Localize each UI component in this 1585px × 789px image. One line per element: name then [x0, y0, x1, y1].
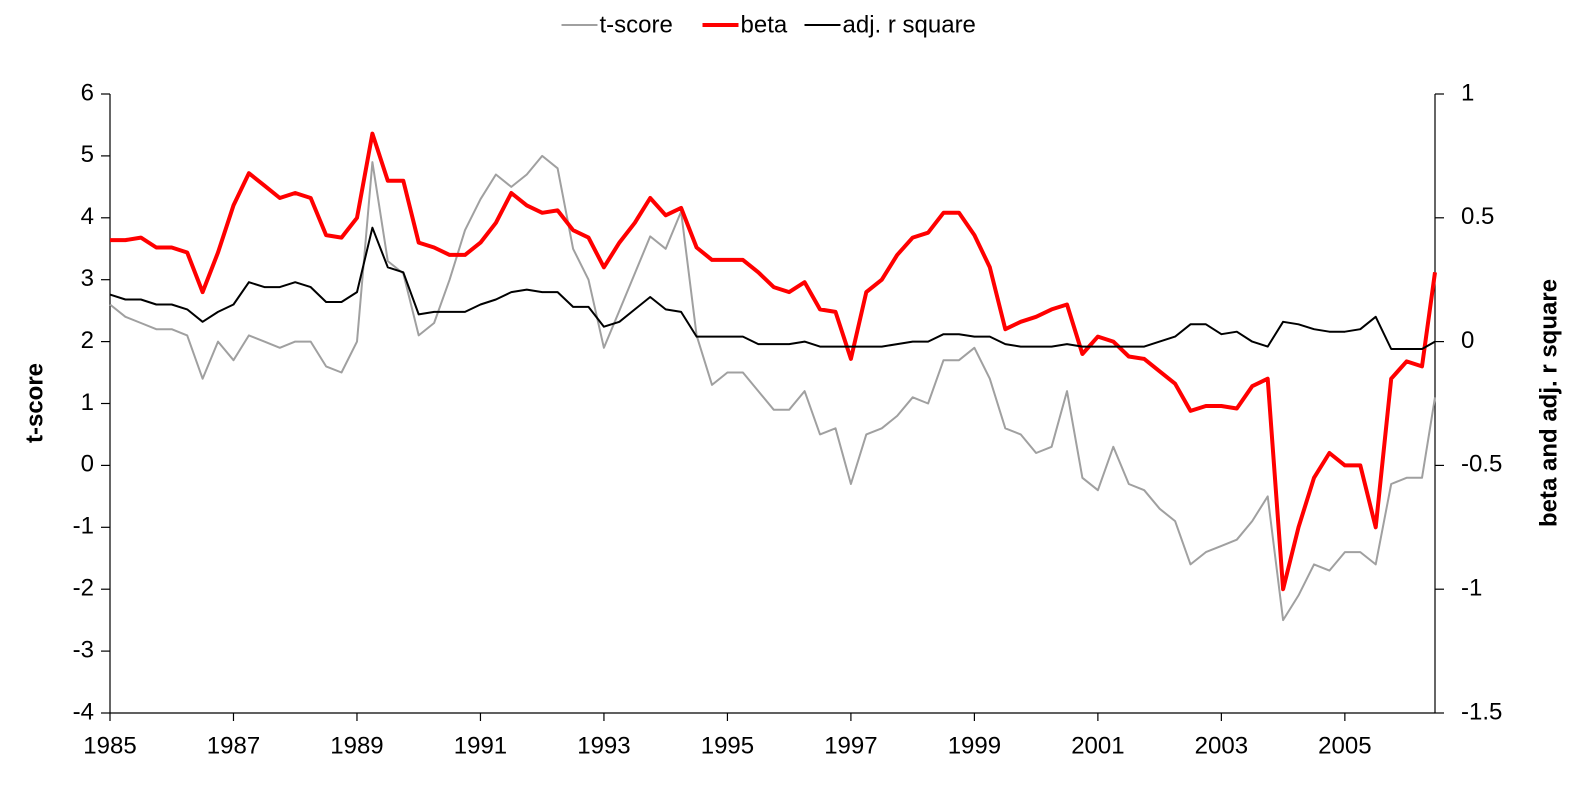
- x-tick-label: 1999: [948, 732, 1001, 759]
- legend-label: t-score: [600, 11, 673, 38]
- y-tick-label: 6: [81, 79, 94, 106]
- y2-axis-title: beta and adj. r square: [1535, 279, 1562, 527]
- y-tick-label: -3: [73, 636, 94, 663]
- y2-tick-label: 1: [1461, 79, 1474, 106]
- x-tick-label: 2005: [1318, 732, 1371, 759]
- y-tick-label: 5: [81, 141, 94, 168]
- y-tick-label: 3: [81, 265, 94, 292]
- x-tick-label: 1993: [577, 732, 630, 759]
- x-tick-label: 1991: [454, 732, 507, 759]
- y-tick-label: -1: [73, 513, 94, 540]
- y-tick-label: -2: [73, 575, 94, 602]
- data-line: [109, 226, 1436, 350]
- y-tick-label: -4: [73, 698, 94, 725]
- x-tick-label: 1995: [701, 732, 754, 759]
- y-tick-label: 0: [81, 451, 94, 478]
- y-tick-label: 1: [81, 389, 94, 416]
- y2-tick-label: 0: [1461, 327, 1474, 354]
- y2-tick-label: 0.5: [1461, 203, 1494, 230]
- x-tick-label: 1997: [824, 732, 877, 759]
- y-tick-label: 4: [81, 203, 94, 230]
- x-tick-label: 2003: [1195, 732, 1248, 759]
- x-tick-label: 1985: [83, 732, 136, 759]
- y2-tick-label: -0.5: [1461, 451, 1502, 478]
- data-line: [109, 154, 1436, 622]
- x-tick-label: 1987: [207, 732, 260, 759]
- data-line: [110, 131, 1437, 592]
- y2-tick-label: -1.5: [1461, 698, 1502, 725]
- legend-label: beta: [741, 11, 788, 38]
- legend-label: adj. r square: [843, 11, 976, 38]
- y2-tick-label: -1: [1461, 575, 1482, 602]
- x-tick-label: 1989: [330, 732, 383, 759]
- y-tick-label: 2: [81, 327, 94, 354]
- x-tick-label: 2001: [1071, 732, 1124, 759]
- y-axis-title: t-score: [21, 363, 48, 443]
